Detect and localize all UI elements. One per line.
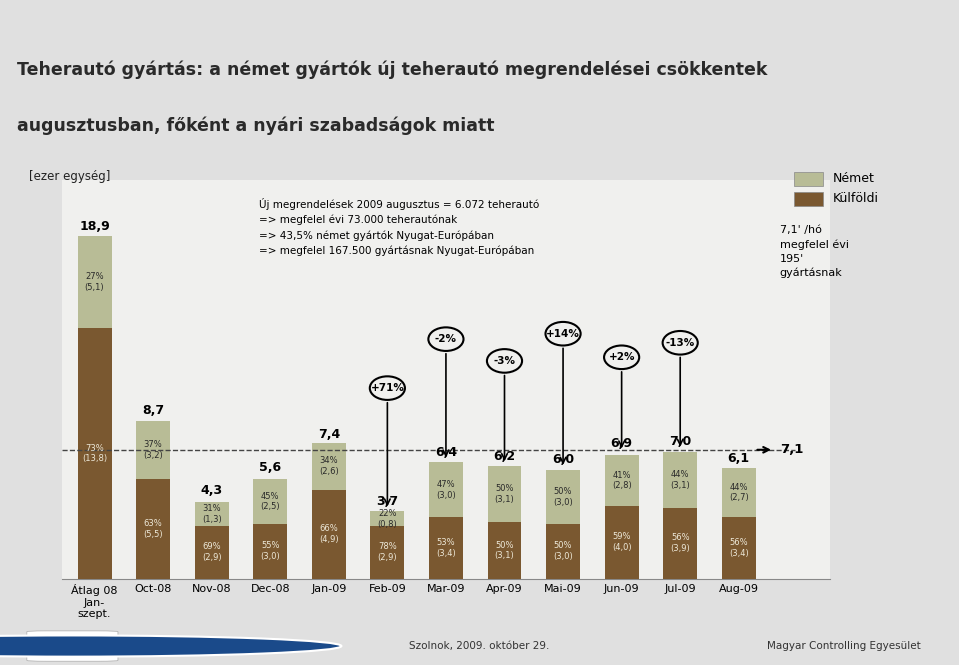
Bar <box>370 526 405 579</box>
Text: -2%: -2% <box>435 334 456 344</box>
Text: 50%
(3,0): 50% (3,0) <box>553 487 573 507</box>
Bar <box>722 468 756 517</box>
Bar <box>312 489 346 579</box>
Bar <box>253 479 288 524</box>
Text: 31%
(1,3): 31% (1,3) <box>201 504 222 524</box>
Text: Új megrendelések 2009 augusztus = 6.072 teherautó
=> megfelel évi 73.000 teherau: Új megrendelések 2009 augusztus = 6.072 … <box>259 198 539 257</box>
Text: 47%
(3,0): 47% (3,0) <box>436 480 456 499</box>
Text: 44%
(2,7): 44% (2,7) <box>729 483 749 502</box>
Bar <box>664 452 697 508</box>
Text: 8,7: 8,7 <box>142 404 164 418</box>
Text: 56%
(3,9): 56% (3,9) <box>670 533 690 553</box>
Text: Külföldi: Külföldi <box>832 192 878 205</box>
Text: 7,1' /hó
megfelel évi
195'
gyártásnak: 7,1' /hó megfelel évi 195' gyártásnak <box>780 225 849 279</box>
Text: -3%: -3% <box>494 356 516 366</box>
Text: augusztusban, főként a nyári szabadságok miatt: augusztusban, főként a nyári szabadságok… <box>17 116 495 135</box>
Text: 3,7: 3,7 <box>376 495 398 508</box>
Bar <box>429 462 463 517</box>
Text: +14%: +14% <box>546 329 580 338</box>
Text: 4,3: 4,3 <box>200 484 222 497</box>
Text: 56%
(3,4): 56% (3,4) <box>729 538 749 557</box>
Bar <box>487 466 522 522</box>
Text: 63%
(5,5): 63% (5,5) <box>143 519 163 539</box>
Text: 6,2: 6,2 <box>494 450 516 463</box>
Text: 50%
(3,1): 50% (3,1) <box>495 541 514 561</box>
Bar <box>78 329 111 579</box>
Text: +2%: +2% <box>608 352 635 362</box>
Text: 45%
(2,5): 45% (2,5) <box>261 491 280 511</box>
Text: 22%
(0,8): 22% (0,8) <box>378 509 397 529</box>
Bar <box>136 421 170 479</box>
Bar <box>546 469 580 524</box>
Bar <box>78 236 111 329</box>
Text: 6,0: 6,0 <box>552 454 574 466</box>
Bar <box>604 456 639 506</box>
Text: 34%
(2,6): 34% (2,6) <box>319 456 339 476</box>
Text: Magyar Controlling Egyesület: Magyar Controlling Egyesület <box>767 641 921 651</box>
Text: 44%
(3,1): 44% (3,1) <box>670 470 690 489</box>
Text: 73%
(13,8): 73% (13,8) <box>82 444 107 464</box>
Text: 27%
(5,1): 27% (5,1) <box>84 272 105 292</box>
Text: 41%
(2,8): 41% (2,8) <box>612 471 632 491</box>
Text: 66%
(4,9): 66% (4,9) <box>319 524 339 544</box>
Bar <box>664 508 697 579</box>
Bar <box>253 524 288 579</box>
Text: 6,4: 6,4 <box>434 446 457 460</box>
Bar <box>370 511 405 526</box>
Bar <box>312 442 346 489</box>
Text: +71%: +71% <box>370 383 405 393</box>
FancyBboxPatch shape <box>27 631 118 661</box>
Text: 6,1: 6,1 <box>728 452 750 465</box>
Bar <box>487 522 522 579</box>
Text: Szolnok, 2009. október 29.: Szolnok, 2009. október 29. <box>409 641 550 651</box>
Text: 50%
(3,1): 50% (3,1) <box>495 484 514 504</box>
Text: 55%
(3,0): 55% (3,0) <box>260 541 280 561</box>
Bar <box>136 479 170 579</box>
Text: 69%
(2,9): 69% (2,9) <box>201 543 222 562</box>
Text: 7,4: 7,4 <box>317 428 339 441</box>
Text: -13%: -13% <box>666 338 695 348</box>
Bar <box>604 506 639 579</box>
Bar <box>195 502 228 526</box>
Text: Knorr-Bremse Group: Knorr-Bremse Group <box>134 641 240 651</box>
Text: 78%
(2,9): 78% (2,9) <box>378 543 397 562</box>
Text: 6,9: 6,9 <box>611 437 633 450</box>
Text: 59%
(4,0): 59% (4,0) <box>612 533 631 552</box>
Text: Teherautó gyártás: a német gyártók új teherautó megrendelései csökkentek: Teherautó gyártás: a német gyártók új te… <box>17 60 767 78</box>
Circle shape <box>0 636 341 656</box>
Text: 5,6: 5,6 <box>259 461 281 473</box>
Text: 50%
(3,0): 50% (3,0) <box>553 541 573 561</box>
Text: [ezer egység]: [ezer egység] <box>29 170 110 183</box>
Bar <box>429 517 463 579</box>
Text: 53%
(3,4): 53% (3,4) <box>436 538 456 557</box>
Text: 7,0: 7,0 <box>669 436 691 448</box>
Text: 18,9: 18,9 <box>80 219 110 233</box>
Bar <box>195 526 228 579</box>
Text: 7,1: 7,1 <box>780 444 803 456</box>
Bar <box>546 524 580 579</box>
Bar <box>722 517 756 579</box>
Text: Német: Német <box>832 172 875 186</box>
Text: 37%
(3,2): 37% (3,2) <box>143 440 163 460</box>
